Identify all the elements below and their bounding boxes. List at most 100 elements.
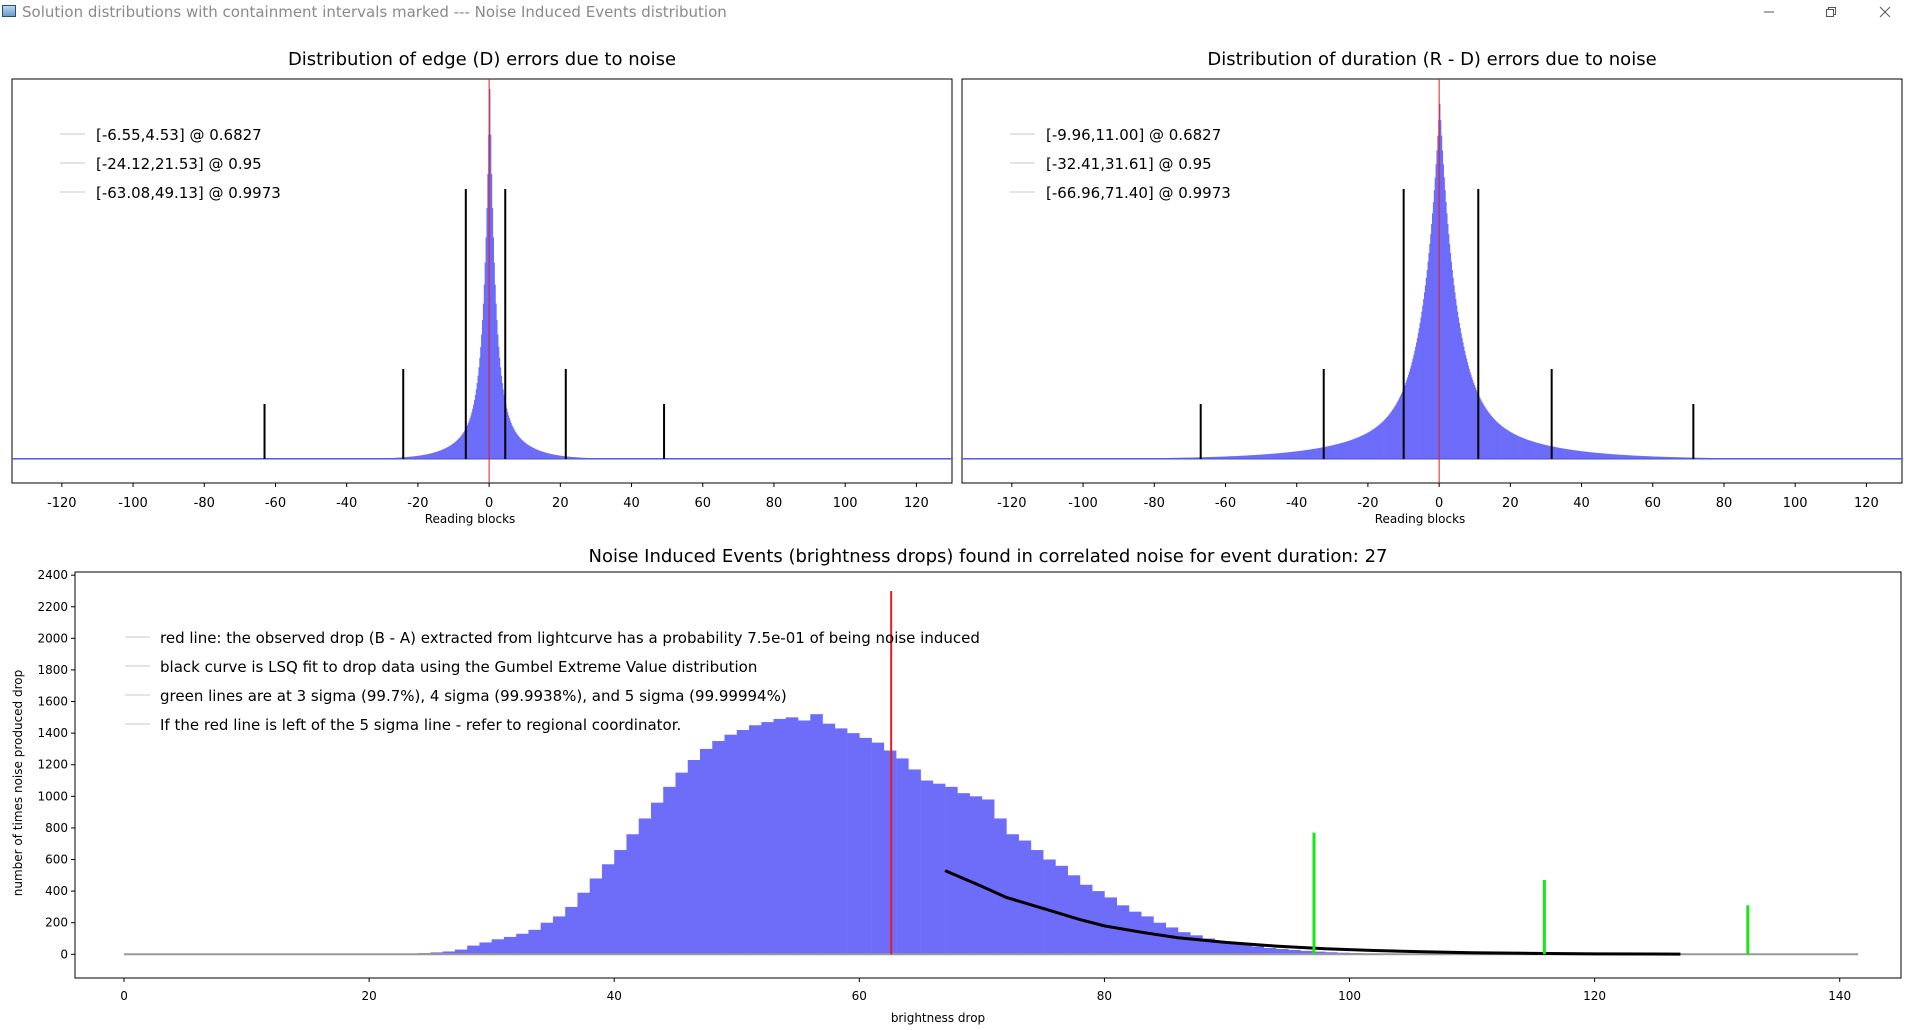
histogram-bar (467, 423, 470, 459)
histogram-bar (1577, 450, 1580, 459)
histogram-bar (1448, 243, 1451, 459)
histogram-bar (473, 400, 476, 459)
histogram-bar (1490, 415, 1493, 459)
histogram-bar (1524, 438, 1526, 459)
histogram-bar (1607, 453, 1609, 459)
histogram-bar (589, 878, 603, 955)
histogram-bar (522, 441, 525, 459)
histogram-bar (1289, 452, 1291, 459)
histogram-bar (1531, 441, 1533, 459)
histogram-bar (1506, 430, 1509, 459)
histogram-bar (471, 412, 473, 459)
minimize-button[interactable] (1746, 0, 1792, 24)
histogram-bar (1659, 456, 1662, 459)
histogram-bar (523, 442, 526, 459)
histogram-bar (1566, 449, 1568, 459)
histogram-bar (437, 451, 439, 459)
histogram-bar (1516, 435, 1518, 459)
histogram-bar (1488, 412, 1490, 459)
histogram-bar (490, 134, 492, 459)
histogram-bar (1342, 442, 1344, 459)
histogram-bar (502, 389, 504, 459)
histogram-bar (1235, 456, 1237, 459)
histogram-bar (1018, 840, 1032, 955)
gumbel-fit-curve (944, 869, 1681, 956)
histogram-bar (1219, 456, 1221, 459)
histogram-bar (1530, 441, 1533, 459)
histogram-bar (1165, 927, 1179, 955)
histogram-bar (1623, 454, 1625, 459)
histogram-bar (534, 448, 536, 459)
histogram-bar (1396, 402, 1398, 459)
x-tick-label: -60 (1215, 496, 1236, 511)
histogram-bar (450, 444, 453, 459)
histogram-bar (1485, 408, 1487, 459)
histogram-bar (1254, 454, 1257, 459)
histogram-bar (1287, 452, 1290, 459)
histogram-bar (1447, 223, 1449, 459)
histogram-bar (1639, 455, 1641, 459)
histogram-bar (1336, 444, 1339, 459)
histogram-bar (1613, 454, 1615, 459)
histogram-bar (561, 455, 563, 459)
histogram-bar (1696, 457, 1698, 459)
histogram-bar (1306, 449, 1308, 459)
histogram-bar (1690, 457, 1692, 459)
histogram-bar (1208, 457, 1210, 459)
histogram-bar (1585, 451, 1587, 459)
histogram-bar (563, 456, 566, 459)
histogram-bar (1522, 438, 1525, 459)
histogram-bar (1618, 454, 1621, 459)
histogram-bar (1540, 443, 1542, 459)
histogram-bar (1635, 455, 1638, 459)
legend-label: red line: the observed drop (B - A) extr… (160, 629, 980, 647)
histogram-bar (1517, 435, 1519, 459)
histogram-bar (1290, 451, 1292, 459)
histogram-bar (487, 174, 489, 459)
histogram-bar (1464, 350, 1466, 459)
histogram-bar (1278, 453, 1280, 459)
histogram-bar (1338, 443, 1340, 459)
histogram-bar (1366, 433, 1368, 459)
histogram-bar (408, 456, 410, 459)
histogram-bar (1367, 432, 1370, 459)
histogram-bar (580, 457, 583, 459)
histogram-bar (530, 447, 533, 459)
close-button[interactable] (1862, 0, 1908, 24)
histogram-bar (1653, 456, 1655, 459)
histogram-bar (1459, 328, 1461, 459)
histogram-bar (427, 453, 430, 459)
histogram-bar (1300, 450, 1302, 459)
histogram-bar (409, 456, 412, 459)
histogram-bar (1619, 454, 1622, 459)
histogram-bar (541, 451, 543, 459)
histogram-bar (1534, 442, 1536, 459)
x-tick-label: 120 (1583, 989, 1606, 1003)
histogram-bar (1579, 451, 1582, 459)
histogram-bar (1456, 311, 1459, 459)
restore-button[interactable] (1808, 0, 1854, 24)
histogram-bar (1265, 454, 1267, 459)
histogram-bar (871, 742, 885, 955)
histogram-bar (1605, 453, 1607, 459)
histogram-bar (1334, 444, 1336, 459)
y-tick-label: 1000 (37, 789, 68, 803)
histogram-bar (1684, 457, 1687, 459)
histogram-bar (859, 737, 872, 955)
histogram-bar (1611, 454, 1614, 459)
histogram-bar (1248, 455, 1250, 459)
histogram-bar (1203, 457, 1205, 459)
histogram-bar (441, 449, 444, 459)
histogram-bar (1350, 440, 1352, 459)
histogram-bar (1484, 407, 1486, 459)
histogram-bar (453, 442, 455, 459)
histogram-bar (455, 441, 457, 459)
histogram-bar (834, 728, 848, 955)
histogram-bar (1213, 456, 1215, 459)
histogram-bar (1314, 448, 1316, 459)
histogram-bar (1440, 135, 1443, 459)
histogram-bar (1346, 441, 1348, 459)
histogram-bar (1423, 299, 1425, 459)
histogram-bar (1394, 405, 1396, 459)
